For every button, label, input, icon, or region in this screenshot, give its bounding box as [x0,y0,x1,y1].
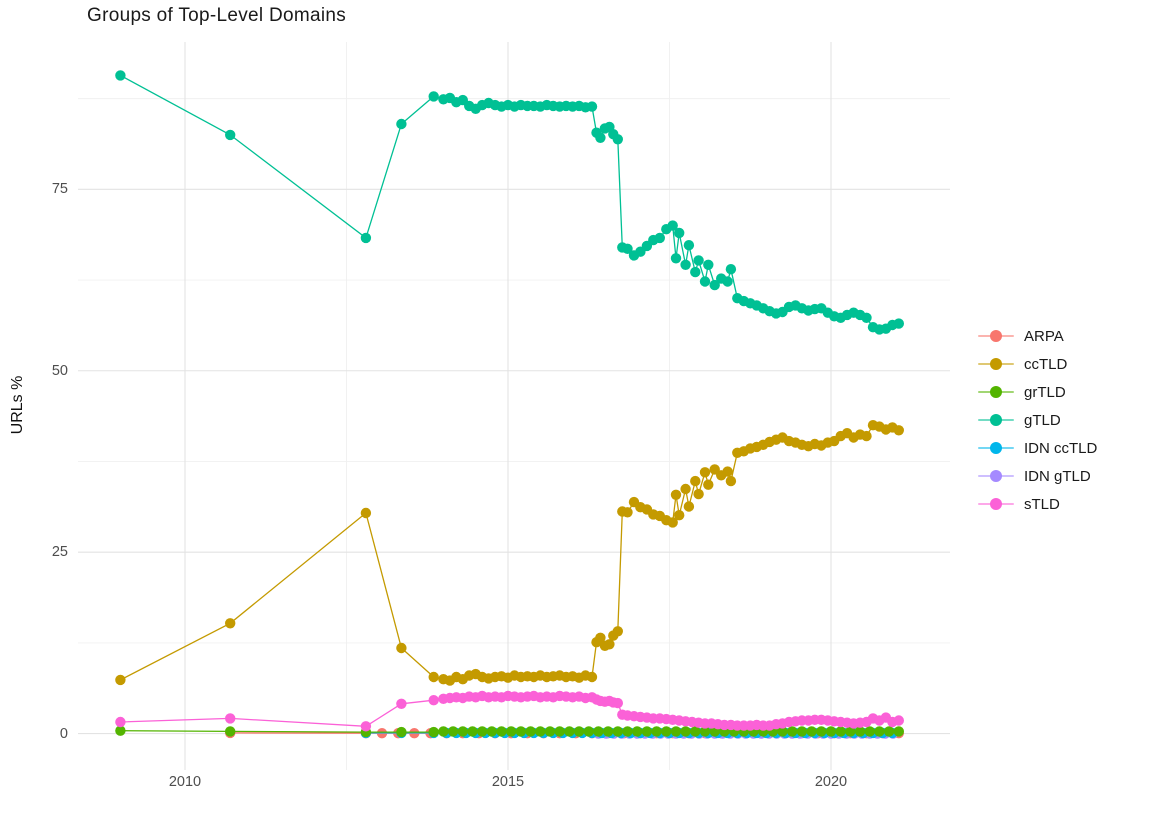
legend-item: grTLD [976,378,1097,406]
legend-key-cctld [976,354,1016,374]
legend-label: IDN gTLD [1024,467,1091,485]
legend-dot-icon [990,470,1002,482]
legend-label: gTLD [1024,411,1061,429]
legend-key-gtld [976,410,1016,430]
legend-label: IDN ccTLD [1024,439,1098,457]
legend-dot-icon [990,442,1002,454]
x-tick-label-2010: 2010 [168,774,202,790]
legend-dot-icon [990,498,1002,510]
legend-label: grTLD [1024,383,1066,401]
x-tick-label-2020: 2020 [814,774,848,790]
legend-item: gTLD [976,406,1097,434]
legend: ARPA ccTLD grTLD gTLD IDN ccTLD IDN gTLD… [976,322,1097,518]
legend-label: sTLD [1024,495,1060,513]
series-ccTLD [115,420,904,686]
legend-dot-icon [990,358,1002,370]
series-gTLD [115,70,904,335]
legend-key-idn-gtld [976,466,1016,486]
legend-item: ARPA [976,322,1097,350]
chart-title: Groups of Top-Level Domains [87,5,347,26]
legend-key-stld [976,494,1016,514]
y-tick-label-25: 25 [51,544,68,561]
legend-dot-icon [990,414,1002,426]
y-tick-label-50: 50 [51,362,68,379]
legend-key-arpa [976,326,1016,346]
legend-item: ccTLD [976,350,1097,378]
legend-key-idn-cctld [976,438,1016,458]
legend-key-grtld [976,382,1016,402]
y-tick-label-0: 0 [59,725,68,742]
legend-label: ccTLD [1024,355,1068,373]
legend-dot-icon [990,330,1002,342]
legend-item: IDN gTLD [976,462,1097,490]
legend-dot-icon [990,386,1002,398]
legend-item: IDN ccTLD [976,434,1097,462]
x-tick-label-2015: 2015 [491,774,525,790]
series-sTLD [115,690,904,732]
legend-label: ARPA [1024,327,1064,345]
y-tick-label-75: 75 [51,181,68,198]
legend-item: sTLD [976,490,1097,518]
